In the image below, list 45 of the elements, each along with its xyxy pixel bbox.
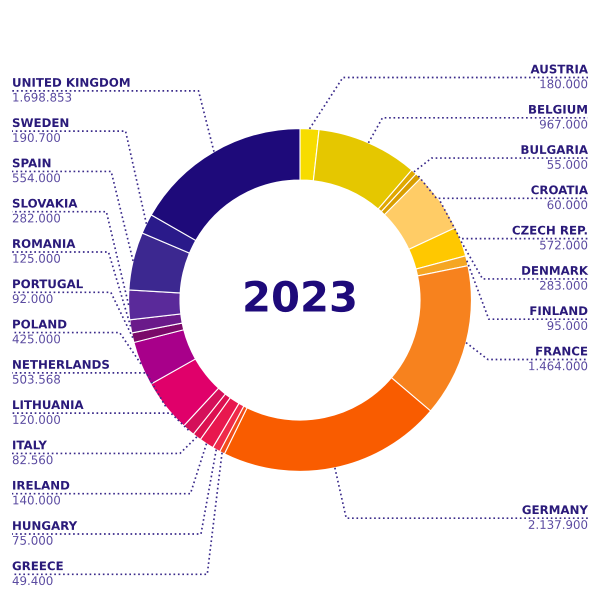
slice-label: SPAIN <box>12 158 50 168</box>
data-label: 75.000 <box>12 536 53 545</box>
data-label: 554.000 <box>12 173 60 182</box>
slice-label: CROATIA <box>531 185 588 194</box>
slice-label: SLOVAKIA <box>12 198 78 208</box>
data-label: 140.000 <box>13 496 60 505</box>
data-label: 425.000 <box>12 334 60 344</box>
slice-label: CZECH REP. <box>512 226 587 235</box>
data-label: 283.000 <box>540 280 588 290</box>
data-label: 82.560 <box>12 455 53 464</box>
data-label: 180.000 <box>540 79 588 88</box>
data-label: 282.000 <box>12 214 60 223</box>
slice-label: ROMANIA <box>13 239 76 248</box>
data-label: 60.000 <box>548 200 588 210</box>
data-label: 967.000 <box>540 120 588 129</box>
data-label: 572.000 <box>540 240 588 250</box>
slice-label: NETHERLANDS <box>13 360 110 369</box>
data-label: 190.700 <box>13 133 60 142</box>
data-label: 503.568 <box>12 374 60 384</box>
slice-label: POLAND <box>13 320 66 329</box>
data-label: 55.000 <box>548 160 588 169</box>
data-label: 95.000 <box>547 321 588 330</box>
slice-label: FINLAND <box>530 306 588 316</box>
slice-label: GERMANY <box>522 505 588 514</box>
slice-label: UNITED KINGDOM <box>13 78 130 87</box>
slice-label: BULGARIA <box>522 145 588 154</box>
text: 2023 <box>245 280 355 312</box>
slice-label: SWEDEN <box>12 118 68 128</box>
slice-label: HUNGARY <box>13 521 78 530</box>
slice-label: LITHUANIA <box>13 400 84 410</box>
slice-label: FRANCE <box>536 346 588 356</box>
slice-label: ITALY <box>13 440 48 450</box>
slice-label: GREECE <box>12 561 63 570</box>
data-label: 2.137.900 <box>528 520 588 530</box>
slice-label: BELGIUM <box>529 104 587 114</box>
data-label: 125.000 <box>13 254 60 263</box>
slice-label: AUSTRIA <box>530 64 588 74</box>
data-label: 1.698.853 <box>13 92 72 102</box>
slice-label: IRELAND <box>13 480 70 490</box>
data-label: 49.400 <box>12 576 53 586</box>
slice-label: PORTUGAL <box>13 279 83 288</box>
data-label: 92.000 <box>12 294 53 304</box>
slice-label: DENMARK <box>522 266 588 275</box>
data-label: 1.464.000 <box>529 361 588 370</box>
data-label: 120.000 <box>13 415 60 424</box>
